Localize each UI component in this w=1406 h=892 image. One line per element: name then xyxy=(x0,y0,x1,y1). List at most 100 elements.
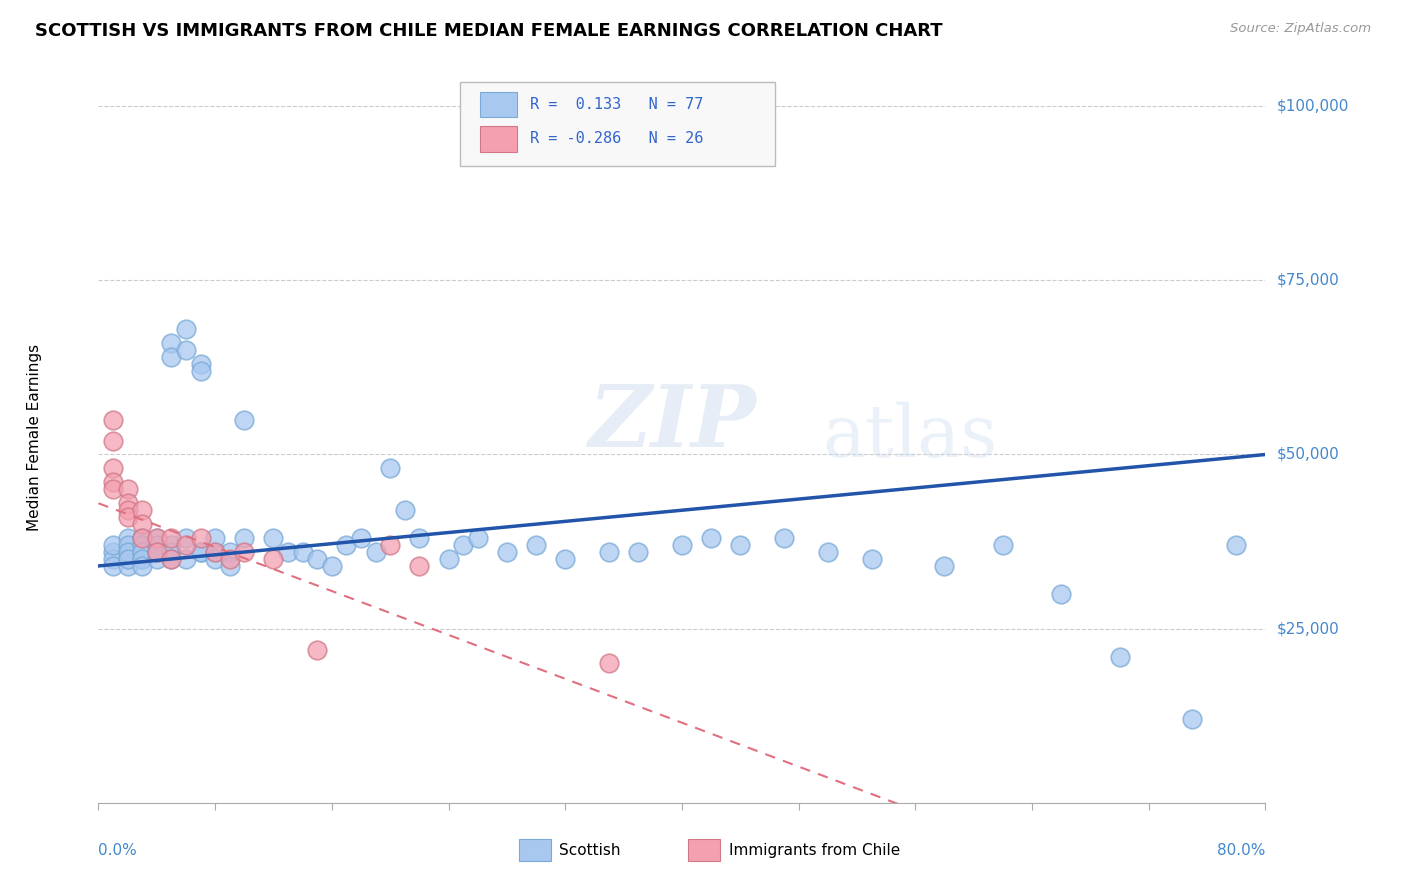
Point xyxy=(204,545,226,559)
Point xyxy=(117,545,139,559)
Text: atlas: atlas xyxy=(823,401,997,473)
Text: $50,000: $50,000 xyxy=(1277,447,1340,462)
Point xyxy=(101,461,124,475)
Point xyxy=(174,343,197,357)
Point xyxy=(131,531,153,545)
Text: ZIP: ZIP xyxy=(589,381,756,464)
Point xyxy=(671,538,693,552)
Bar xyxy=(479,126,517,152)
Point xyxy=(218,552,240,566)
Text: Immigrants from Chile: Immigrants from Chile xyxy=(728,843,900,858)
Point xyxy=(146,545,169,559)
Text: Scottish: Scottish xyxy=(560,843,621,858)
Point xyxy=(146,538,169,552)
Point xyxy=(307,552,329,566)
Point xyxy=(131,531,153,545)
Point xyxy=(408,558,430,573)
Point xyxy=(730,538,752,552)
Point xyxy=(524,538,547,552)
Point xyxy=(101,558,124,573)
Point xyxy=(101,434,124,448)
Bar xyxy=(479,92,517,118)
Point xyxy=(700,531,723,545)
Point xyxy=(291,545,314,559)
Point xyxy=(146,552,169,566)
Point xyxy=(467,531,489,545)
Point xyxy=(817,545,839,559)
Point xyxy=(174,322,197,336)
Point xyxy=(160,538,183,552)
Point xyxy=(160,552,183,566)
Point xyxy=(364,545,387,559)
Point xyxy=(131,503,153,517)
Point xyxy=(204,545,226,559)
Point xyxy=(1181,712,1204,726)
Point xyxy=(117,552,139,566)
Point xyxy=(131,538,153,552)
Point xyxy=(233,545,256,559)
Point xyxy=(146,545,169,559)
Point xyxy=(174,552,197,566)
Point xyxy=(146,538,169,552)
Point xyxy=(101,552,124,566)
Point xyxy=(1225,538,1247,552)
Point xyxy=(117,538,139,552)
Point xyxy=(1108,649,1130,664)
Point xyxy=(101,538,124,552)
Point xyxy=(117,496,139,510)
Point xyxy=(307,642,329,657)
Point xyxy=(598,657,620,671)
Point xyxy=(117,503,139,517)
Point xyxy=(263,531,285,545)
Point xyxy=(117,483,139,497)
Point xyxy=(350,531,373,545)
Point xyxy=(160,552,183,566)
Text: $25,000: $25,000 xyxy=(1277,621,1340,636)
Point xyxy=(190,545,212,559)
Point xyxy=(190,364,212,378)
Point xyxy=(190,545,212,559)
Point xyxy=(380,538,402,552)
Point xyxy=(160,545,183,559)
FancyBboxPatch shape xyxy=(460,82,775,167)
Point xyxy=(598,545,620,559)
Point xyxy=(380,461,402,475)
Point xyxy=(554,552,576,566)
Point xyxy=(335,538,357,552)
Point xyxy=(131,552,153,566)
Text: Median Female Earnings: Median Female Earnings xyxy=(27,343,42,531)
Point xyxy=(160,336,183,351)
Point xyxy=(117,545,139,559)
Point xyxy=(117,510,139,524)
Text: 0.0%: 0.0% xyxy=(98,843,138,858)
Text: $75,000: $75,000 xyxy=(1277,273,1340,288)
Text: SCOTTISH VS IMMIGRANTS FROM CHILE MEDIAN FEMALE EARNINGS CORRELATION CHART: SCOTTISH VS IMMIGRANTS FROM CHILE MEDIAN… xyxy=(35,22,943,40)
Text: $100,000: $100,000 xyxy=(1277,99,1348,113)
Point xyxy=(263,552,285,566)
Text: Source: ZipAtlas.com: Source: ZipAtlas.com xyxy=(1230,22,1371,36)
Point xyxy=(146,531,169,545)
Point xyxy=(1050,587,1073,601)
Point xyxy=(451,538,474,552)
Point xyxy=(991,538,1014,552)
Point xyxy=(131,545,153,559)
Point xyxy=(437,552,460,566)
Point xyxy=(174,538,197,552)
Point xyxy=(131,558,153,573)
Point xyxy=(204,531,226,545)
Point xyxy=(860,552,883,566)
Point xyxy=(117,552,139,566)
Point xyxy=(117,558,139,573)
Bar xyxy=(688,839,720,862)
Point xyxy=(394,503,416,517)
Point xyxy=(204,552,226,566)
Point xyxy=(218,545,240,559)
Point xyxy=(101,412,124,426)
Point xyxy=(146,545,169,559)
Point xyxy=(131,531,153,545)
Point xyxy=(101,545,124,559)
Point xyxy=(117,531,139,545)
Point xyxy=(101,475,124,490)
Point xyxy=(160,350,183,364)
Point xyxy=(233,412,256,426)
